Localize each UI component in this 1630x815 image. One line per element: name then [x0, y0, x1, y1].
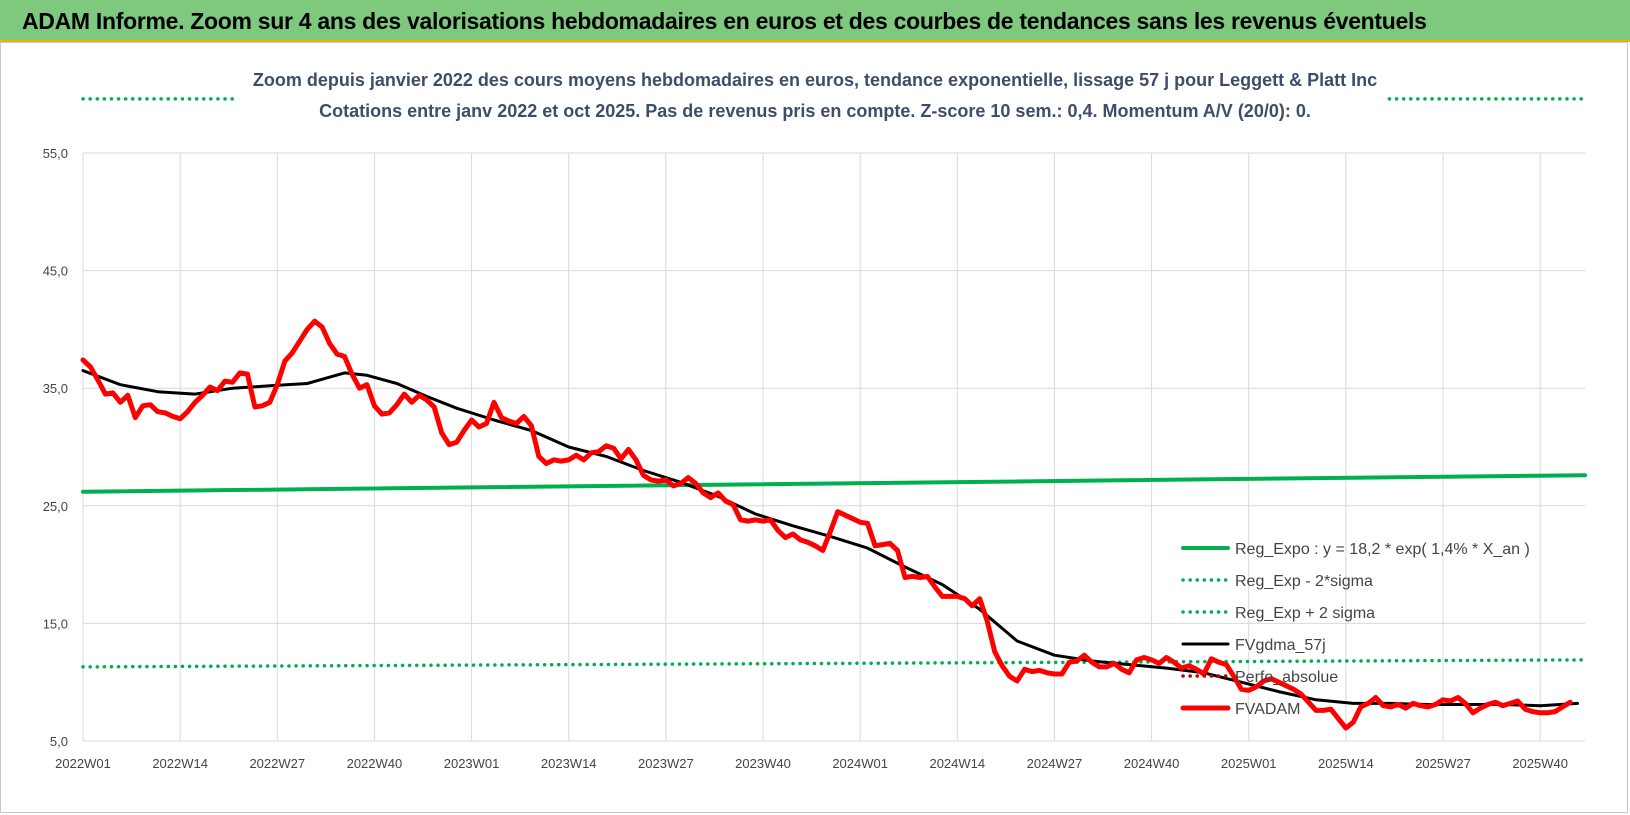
y-tick-label: 25,0 [43, 499, 68, 514]
banner-title: ADAM Informe. Zoom sur 4 ans des valoris… [22, 8, 1427, 34]
x-tick-label: 2024W27 [1027, 756, 1083, 771]
subtitle-line-2: Cotations entre janv 2022 et oct 2025. P… [319, 101, 1311, 121]
x-tick-label: 2024W14 [929, 756, 985, 771]
x-tick-label: 2022W40 [347, 756, 403, 771]
x-tick-label: 2024W40 [1124, 756, 1180, 771]
legend-label-3: FVgdma_57j [1235, 637, 1326, 654]
legend: Reg_Expo : y = 18,2 * exp( 1,4% * X_an )… [1180, 541, 1530, 718]
series-group [80, 97, 1587, 731]
x-tick-label: 2022W01 [55, 756, 111, 771]
title-banner: ADAM Informe. Zoom sur 4 ans des valoris… [0, 0, 1630, 42]
subtitle-line-1: Zoom depuis janvier 2022 des cours moyen… [253, 70, 1377, 90]
x-axis-ticks: 2022W01 2022W14 2022W27 2022W40 2023W01 2023W… [55, 756, 1568, 771]
y-tick-label: 55,0 [43, 146, 68, 161]
subtitle: Zoom depuis janvier 2022 des cours moyen… [236, 58, 1386, 128]
y-tick-label: 5,0 [50, 734, 68, 749]
x-tick-label: 2023W27 [638, 756, 694, 771]
legend-label-5: FVADAM [1235, 701, 1300, 718]
x-tick-label: 2023W40 [735, 756, 791, 771]
x-tick-label: 2025W40 [1512, 756, 1568, 771]
x-tick-label: 2023W01 [444, 756, 500, 771]
x-tick-label: 2025W14 [1318, 756, 1374, 771]
x-tick-label: 2022W14 [152, 756, 208, 771]
series-line-5 [80, 318, 1573, 731]
x-tick-label: 2024W01 [832, 756, 888, 771]
y-tick-label: 35,0 [43, 381, 68, 396]
chart-frame [0, 42, 1628, 813]
y-tick-label: 45,0 [43, 264, 68, 279]
subtitle-background [236, 58, 1386, 128]
legend-label-4: Perfo_absolue [1235, 669, 1338, 686]
series-line-0 [81, 473, 1587, 494]
x-tick-label: 2025W01 [1221, 756, 1277, 771]
legend-label-2: Reg_Exp + 2 sigma [1235, 605, 1375, 622]
x-tick-label: 2025W27 [1415, 756, 1471, 771]
series-line-3 [81, 369, 1579, 708]
series-line-1 [81, 658, 1587, 669]
x-tick-label: 2022W27 [249, 756, 305, 771]
legend-label-0: Reg_Expo : y = 18,2 * exp( 1,4% * X_an ) [1235, 541, 1530, 558]
y-tick-label: 15,0 [43, 616, 68, 631]
legend-label-1: Reg_Exp - 2*sigma [1235, 573, 1373, 590]
grid-lines [82, 152, 1585, 742]
y-axis-ticks: 55,0 45,0 35,0 25,0 15,0 5,0 [43, 146, 68, 749]
x-tick-label: 2023W14 [541, 756, 597, 771]
